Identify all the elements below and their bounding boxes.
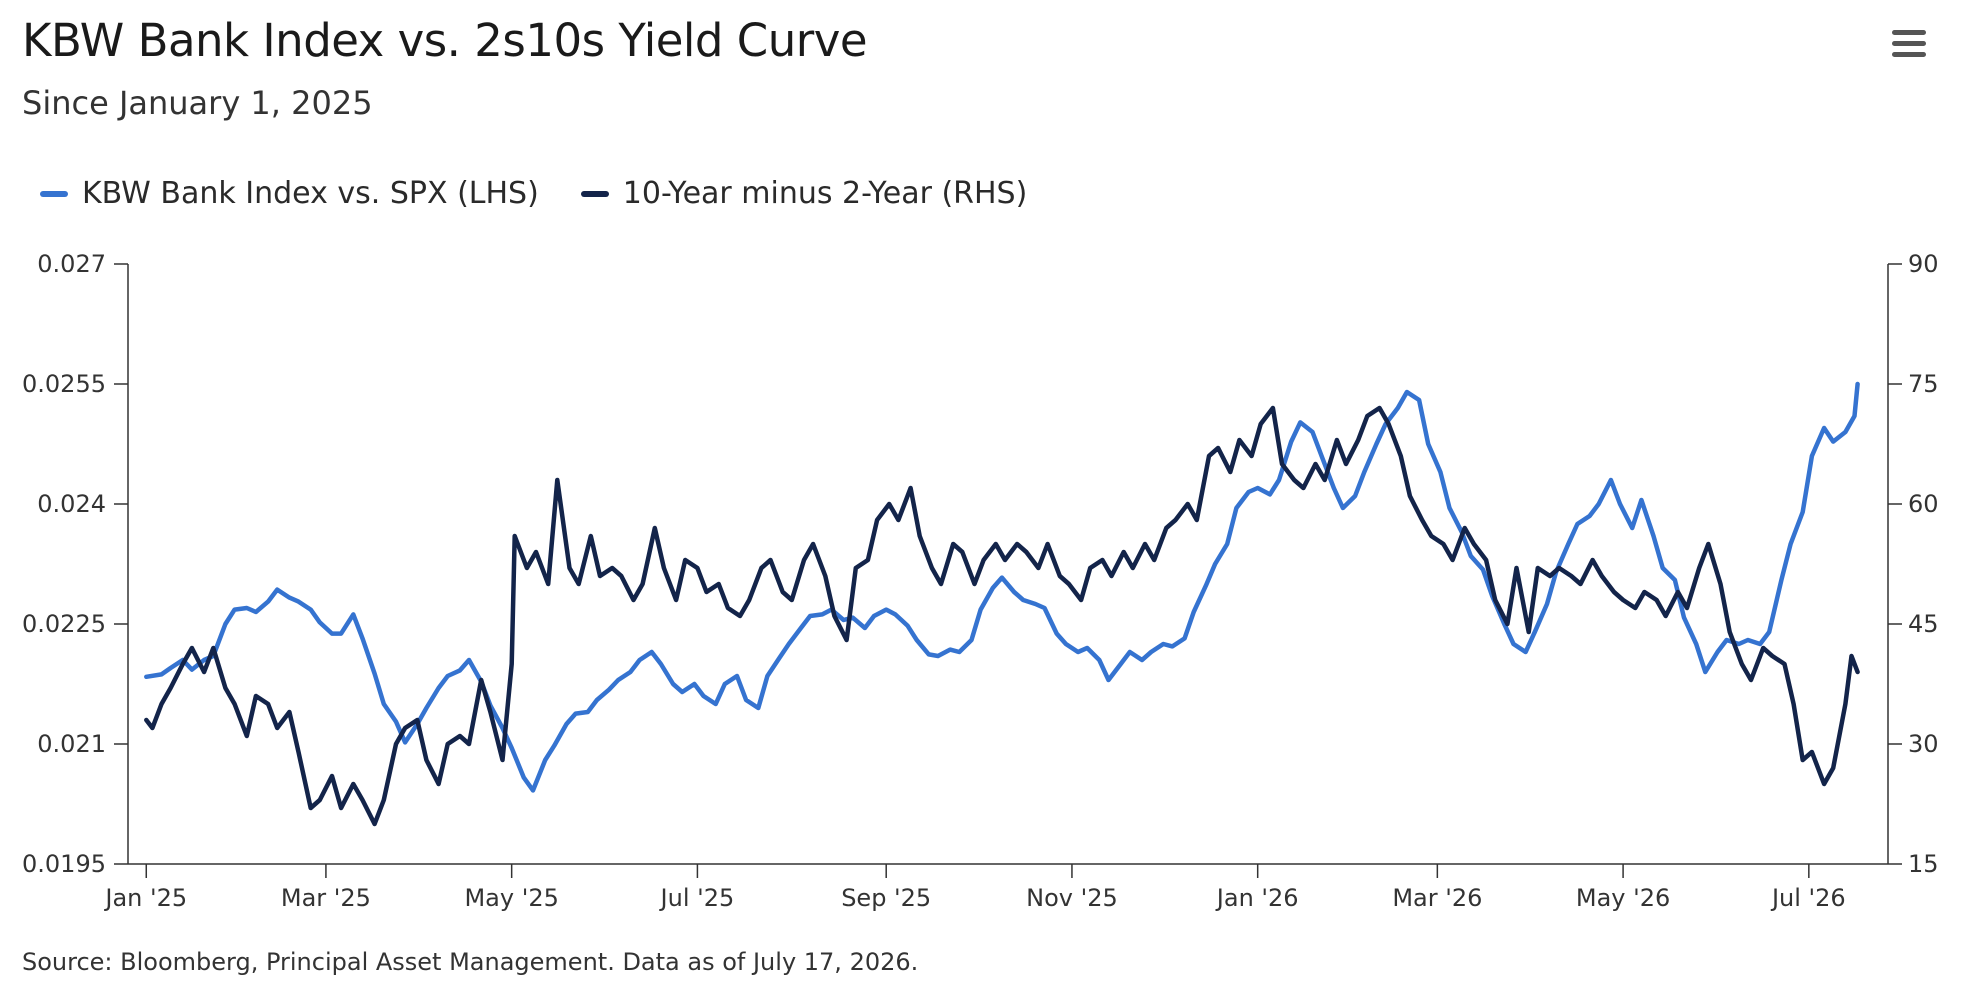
x-tick-label: Jan '25 — [103, 884, 187, 912]
y-right-tick-label: 75 — [1908, 370, 1939, 398]
chart-subtitle: Since January 1, 2025 — [22, 84, 373, 122]
x-tick-label: Mar '25 — [281, 884, 371, 912]
y-left-tick-label: 0.021 — [37, 730, 106, 758]
x-tick-label: Jan '26 — [1215, 884, 1299, 912]
y-left-tick-label: 0.0255 — [22, 370, 106, 398]
y-left-tick-label: 0.0225 — [22, 610, 106, 638]
legend: KBW Bank Index vs. SPX (LHS) 10-Year min… — [40, 176, 1069, 211]
x-tick-label: Mar '26 — [1392, 884, 1482, 912]
series-line-bank-index — [144, 381, 1860, 793]
x-tick-label: Nov '25 — [1026, 884, 1118, 912]
legend-label-yield-curve: 10-Year minus 2-Year (RHS) — [622, 176, 1028, 211]
menu-bar — [1892, 30, 1926, 35]
x-tick-label: May '26 — [1576, 884, 1670, 912]
legend-swatch-bank-index — [40, 190, 68, 197]
legend-item-bank-index[interactable]: KBW Bank Index vs. SPX (LHS) — [40, 176, 539, 211]
x-tick-label: Jul '25 — [659, 884, 735, 912]
y-right-tick-label: 45 — [1908, 610, 1939, 638]
hamburger-menu-icon[interactable] — [1892, 30, 1926, 60]
y-right-tick-label: 90 — [1908, 250, 1939, 278]
y-left-tick-label: 0.024 — [37, 490, 106, 518]
y-right-tick-label: 60 — [1908, 490, 1939, 518]
y-right-tick-label: 30 — [1908, 730, 1939, 758]
legend-swatch-yield-curve — [580, 190, 609, 197]
series-line-yield-curve — [144, 405, 1860, 827]
menu-bar — [1892, 52, 1926, 57]
legend-item-yield-curve[interactable]: 10-Year minus 2-Year (RHS) — [580, 176, 1028, 211]
y-left-tick-label: 0.027 — [37, 250, 106, 278]
source-note: Source: Bloomberg, Principal Asset Manag… — [22, 948, 919, 976]
x-tick-label: Sep '25 — [841, 884, 931, 912]
menu-bar — [1892, 41, 1926, 46]
chart-title: KBW Bank Index vs. 2s10s Yield Curve — [22, 14, 868, 67]
y-right-tick-label: 15 — [1908, 850, 1939, 878]
x-tick-label: May '25 — [464, 884, 558, 912]
y-left-tick-label: 0.0195 — [22, 850, 106, 878]
x-tick-label: Jul '26 — [1770, 884, 1846, 912]
legend-label-bank-index: KBW Bank Index vs. SPX (LHS) — [82, 176, 539, 211]
